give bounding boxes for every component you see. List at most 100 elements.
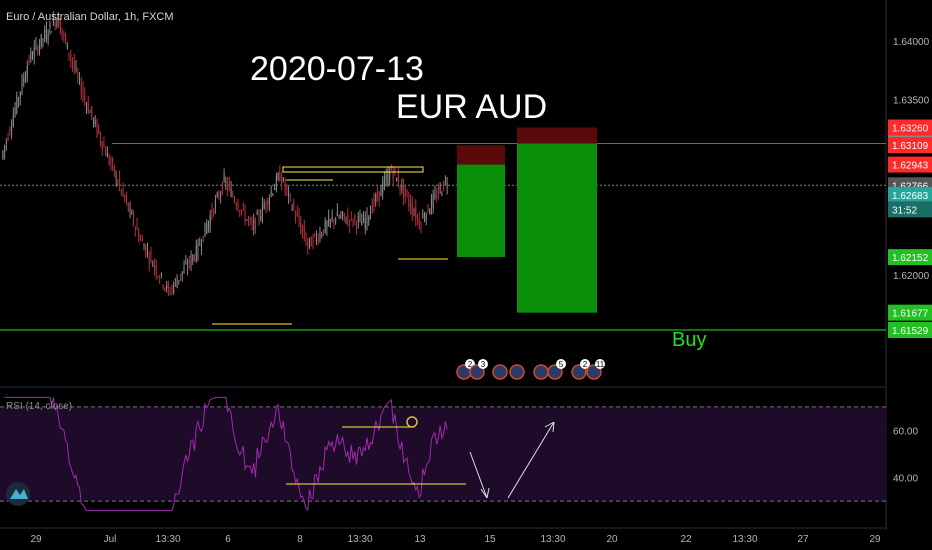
candle-body [345, 221, 347, 224]
time-tick-label: 29 [30, 534, 42, 545]
price-marker[interactable] [888, 156, 932, 173]
candle-body [133, 212, 135, 225]
candle-body [218, 196, 220, 198]
candle-body [397, 174, 399, 187]
candle-body [288, 191, 290, 197]
price-marker[interactable] [888, 201, 932, 218]
candle-body [65, 34, 67, 42]
candle-body [110, 157, 112, 166]
candle-body [124, 195, 126, 200]
candle-body [321, 234, 323, 237]
time-tick-label: 13:30 [347, 534, 372, 545]
time-tick-label: 8 [297, 534, 303, 545]
event-flag-icon[interactable] [469, 364, 485, 380]
time-axis[interactable]: 29 Jul 13:30 6 8 13:30 13 15 13:30 20 22 13:30 27 29 [30, 534, 881, 545]
price-axis[interactable]: 1.640001.635001.620001.632601.631231.631… [888, 37, 932, 485]
candle-body [389, 171, 391, 182]
price-marker[interactable] [888, 186, 932, 203]
rsi-highlight-circle[interactable] [406, 416, 418, 428]
candle-body [59, 20, 61, 34]
arrow-up[interactable] [507, 421, 555, 499]
event-flag-icon[interactable] [571, 364, 587, 380]
candle-body [443, 181, 445, 190]
event-flag[interactable]: 2 [571, 359, 590, 380]
price-marker[interactable] [888, 119, 932, 136]
candle-body [134, 228, 136, 230]
event-flag[interactable] [509, 364, 525, 380]
candle-body [150, 251, 152, 257]
candle-body [441, 192, 443, 196]
price-marker-label: 31:52 [892, 205, 917, 216]
price-marker-label: 1.62683 [892, 191, 929, 202]
price-pane: 2 3 5 2 11 [0, 0, 887, 530]
annotation-pair: EUR AUD [396, 88, 547, 126]
event-flag[interactable]: 2 [456, 359, 475, 380]
candle-body [314, 233, 316, 235]
event-flag[interactable]: 11 [586, 359, 605, 380]
resistance-zone[interactable] [282, 166, 424, 173]
candle-body [162, 285, 164, 288]
candle-body [308, 237, 310, 243]
candle-body [33, 47, 35, 57]
candle-body [195, 244, 197, 262]
candle-body [96, 121, 98, 135]
event-flag-icon[interactable] [547, 364, 563, 380]
candle-body [302, 225, 304, 232]
rsi-title[interactable]: RSI (14, close) [6, 401, 72, 412]
candle-body [141, 238, 143, 241]
short-position-target[interactable] [517, 143, 597, 313]
candle-body [221, 183, 223, 193]
candle-body [145, 244, 147, 256]
candle-body [136, 222, 138, 230]
short-position-stop[interactable] [457, 145, 505, 165]
event-flag-icon[interactable] [586, 364, 602, 380]
short-position-target[interactable] [457, 164, 505, 258]
event-flag-count: 5 [559, 360, 564, 369]
event-flag[interactable]: 3 [469, 359, 488, 380]
candle-body [307, 241, 309, 247]
candle-body [40, 34, 42, 47]
candle-body [146, 250, 148, 252]
event-flag[interactable] [533, 364, 549, 380]
candle-body [408, 199, 410, 206]
event-flag-badge [580, 359, 590, 369]
symbol-title[interactable]: Euro / Australian Dollar, 1h, FXCM [6, 11, 174, 23]
candle-body [160, 273, 162, 276]
time-tick-label: 20 [606, 534, 618, 545]
candle-body [194, 258, 196, 260]
tradingview-logo-icon [10, 489, 28, 499]
candle-body [317, 239, 319, 242]
candle-body [131, 212, 133, 215]
candle-body [2, 150, 4, 159]
candle-body [16, 95, 18, 113]
rsi-pane [0, 396, 886, 512]
candle-body [406, 190, 408, 196]
candle-body [260, 215, 262, 221]
candle-body [411, 202, 413, 215]
short-position-stop[interactable] [517, 127, 597, 144]
price-marker[interactable] [888, 137, 932, 154]
event-flag-icon[interactable] [533, 364, 549, 380]
candle-body [446, 183, 448, 187]
candle-body [274, 188, 276, 191]
candle-body [220, 193, 222, 197]
price-marker[interactable] [888, 304, 932, 321]
price-marker[interactable] [888, 321, 932, 338]
candle-body [277, 173, 279, 180]
event-flag-count: 2 [468, 360, 473, 369]
price-marker[interactable] [888, 249, 932, 266]
candle-body [437, 188, 439, 195]
candle-body [199, 244, 201, 246]
candle-body [418, 218, 420, 228]
event-flag-icon[interactable] [492, 364, 508, 380]
candle-body [75, 67, 77, 70]
event-flag[interactable]: 5 [547, 359, 566, 380]
arrow-down[interactable] [469, 451, 490, 499]
candle-body [413, 214, 415, 216]
event-flag-icon[interactable] [509, 364, 525, 380]
candle-body [49, 22, 51, 29]
event-flag[interactable] [492, 364, 508, 380]
candle-body [38, 44, 40, 50]
event-flag-badge [478, 359, 488, 369]
